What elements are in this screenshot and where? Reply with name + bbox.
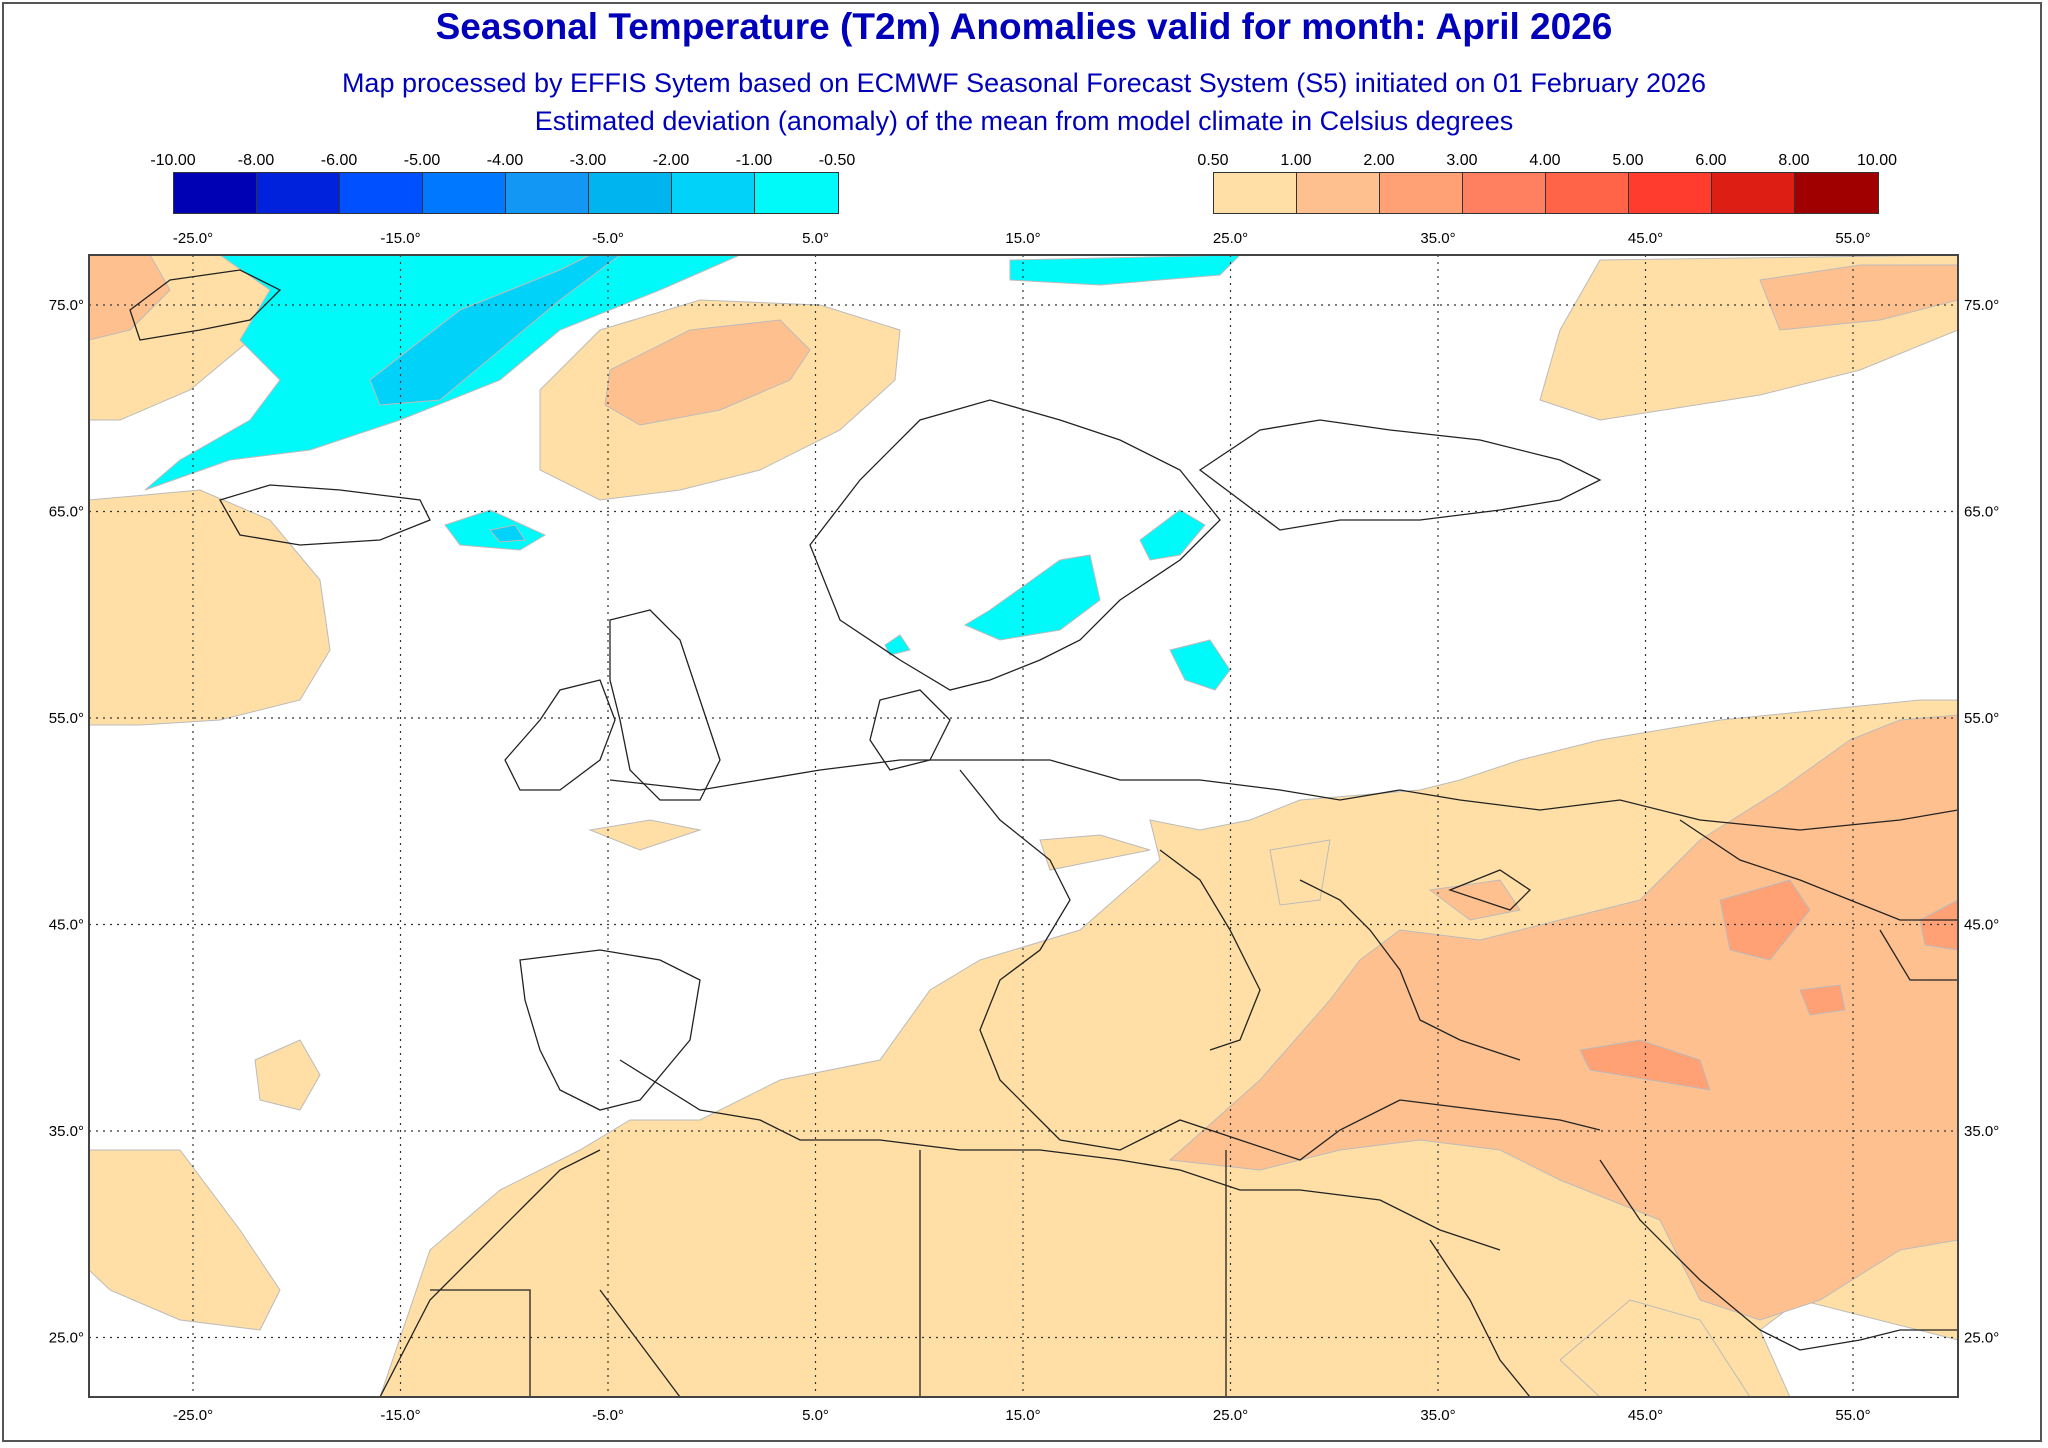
bottom-longitude-labels: -25.0° -15.0° -5.0° 5.0° 15.0° 25.0° 35.0° 45.0…: [173, 1407, 1871, 1424]
coastlines-borders: [129, 269, 1958, 1397]
legend-positive-colorbar: [1213, 172, 1879, 214]
top-longitude-label: 35.0°: [1420, 230, 1455, 247]
legend-positive-tick-label: 10.00: [1856, 152, 1898, 169]
legend-negative-tick-label: -3.00: [569, 152, 607, 169]
right-latitude-label: 35.0°: [1964, 1123, 1999, 1140]
legend-positive-swatch: [1463, 173, 1546, 213]
legend-negative-ticks: -10.00 -8.00 -6.00 -5.00 -4.00 -3.00 -2.00 -1.0…: [150, 152, 855, 172]
legend-positive-tick-label: 4.00: [1529, 152, 1561, 169]
legend-negative-swatch: [174, 173, 257, 213]
bottom-longitude-label: 35.0°: [1420, 1407, 1455, 1424]
legend-positive-swatch: [1380, 173, 1463, 213]
right-latitude-label: 25.0°: [1964, 1330, 1999, 1347]
right-latitude-label: 65.0°: [1964, 504, 1999, 521]
warm-anomaly-1-2: [89, 255, 1958, 1321]
top-longitude-label: 25.0°: [1213, 230, 1248, 247]
top-longitude-label: -5.0°: [592, 230, 624, 247]
legend-positive-swatch: [1629, 173, 1712, 213]
map-title: Seasonal Temperature (T2m) Anomalies val…: [435, 6, 1613, 47]
legend-negative-swatch: [340, 173, 423, 213]
top-longitude-label: 55.0°: [1835, 230, 1870, 247]
bottom-longitude-label: 55.0°: [1835, 1407, 1870, 1424]
anomaly-fields: [89, 255, 1958, 1397]
legend-negative-swatch: [589, 173, 672, 213]
legend-negative-swatch: [672, 173, 755, 213]
top-longitude-label: -15.0°: [380, 230, 420, 247]
legend-negative-tick-label: -2.00: [652, 152, 690, 169]
bottom-longitude-label: 25.0°: [1213, 1407, 1248, 1424]
right-latitude-label: 75.0°: [1964, 297, 1999, 314]
legend-positive-tick-label: 8.00: [1778, 152, 1810, 169]
map-border: [88, 254, 1959, 1398]
legend-negative-tick-label: -4.00: [486, 152, 524, 169]
legend-negative-swatch: [506, 173, 589, 213]
right-latitude-label: 45.0°: [1964, 917, 1999, 934]
legend-negative-swatch: [423, 173, 506, 213]
cold-anomaly-minus2-minus1: [369, 255, 621, 543]
legend-negative-tick-label: -0.50: [818, 152, 856, 169]
legend-positive-tick-label: 0.50: [1197, 152, 1229, 169]
legend-positive-swatch: [1297, 173, 1380, 213]
legend-negative-swatch: [257, 173, 340, 213]
legend-negative-tick-label: -6.00: [320, 152, 358, 169]
bottom-longitude-label: -5.0°: [592, 1407, 624, 1424]
top-longitude-label: 45.0°: [1628, 230, 1663, 247]
top-longitude-labels: -25.0° -15.0° -5.0° 5.0° 15.0° 25.0° 35.0° 45.0…: [173, 230, 1871, 247]
legend-positive-swatch: [1795, 173, 1878, 213]
legend-positive-tick-label: 1.00: [1280, 152, 1312, 169]
bottom-longitude-label: -25.0°: [173, 1407, 213, 1424]
legend-positive-swatch: [1214, 173, 1297, 213]
top-longitude-label: -25.0°: [173, 230, 213, 247]
legend-positive-swatch: [1712, 173, 1795, 213]
legend-positive-tick-label: 5.00: [1612, 152, 1644, 169]
legend-negative-tick-label: -1.00: [735, 152, 773, 169]
left-latitude-labels: 75.0° 65.0° 55.0° 45.0° 35.0° 25.0°: [49, 297, 84, 1347]
left-latitude-label: 25.0°: [49, 1330, 84, 1347]
legend-positive-tick-label: 3.00: [1446, 152, 1478, 169]
left-latitude-label: 45.0°: [49, 917, 84, 934]
map-subtitle-source: Map processed by EFFIS Sytem based on EC…: [341, 68, 1707, 98]
graticule: [89, 255, 1958, 1397]
left-latitude-label: 75.0°: [49, 297, 84, 314]
legend-positive-tick-label: 6.00: [1695, 152, 1727, 169]
right-latitude-label: 55.0°: [1964, 710, 1999, 727]
bottom-longitude-label: 45.0°: [1628, 1407, 1663, 1424]
legend-negative-colorbar: [173, 172, 839, 214]
bottom-longitude-label: 15.0°: [1005, 1407, 1040, 1424]
legend-positive-swatch: [1546, 173, 1629, 213]
left-latitude-label: 65.0°: [49, 504, 84, 521]
top-longitude-label: 15.0°: [1005, 230, 1040, 247]
legend-negative-tick-label: -10.00: [150, 152, 196, 169]
left-latitude-label: 35.0°: [49, 1123, 84, 1140]
legend-negative-swatch: [755, 173, 838, 213]
right-latitude-labels: 75.0° 65.0° 55.0° 45.0° 35.0° 25.0°: [1964, 297, 1999, 1347]
legend-negative-tick-label: -8.00: [237, 152, 275, 169]
legend-negative-tick-label: -5.00: [403, 152, 441, 169]
map-subtitle-units: Estimated deviation (anomaly) of the mea…: [534, 106, 1514, 136]
legend-positive-tick-label: 2.00: [1363, 152, 1395, 169]
left-latitude-label: 55.0°: [49, 710, 84, 727]
warm-anomaly-2-3: [1579, 879, 1958, 1091]
bottom-longitude-label: -15.0°: [380, 1407, 420, 1424]
top-longitude-label: 5.0°: [802, 230, 829, 247]
legend-positive-ticks: 0.50 1.00 2.00 3.00 4.00 5.00 6.00 8.00 10.00: [1197, 152, 1897, 172]
bottom-longitude-label: 5.0°: [802, 1407, 829, 1424]
